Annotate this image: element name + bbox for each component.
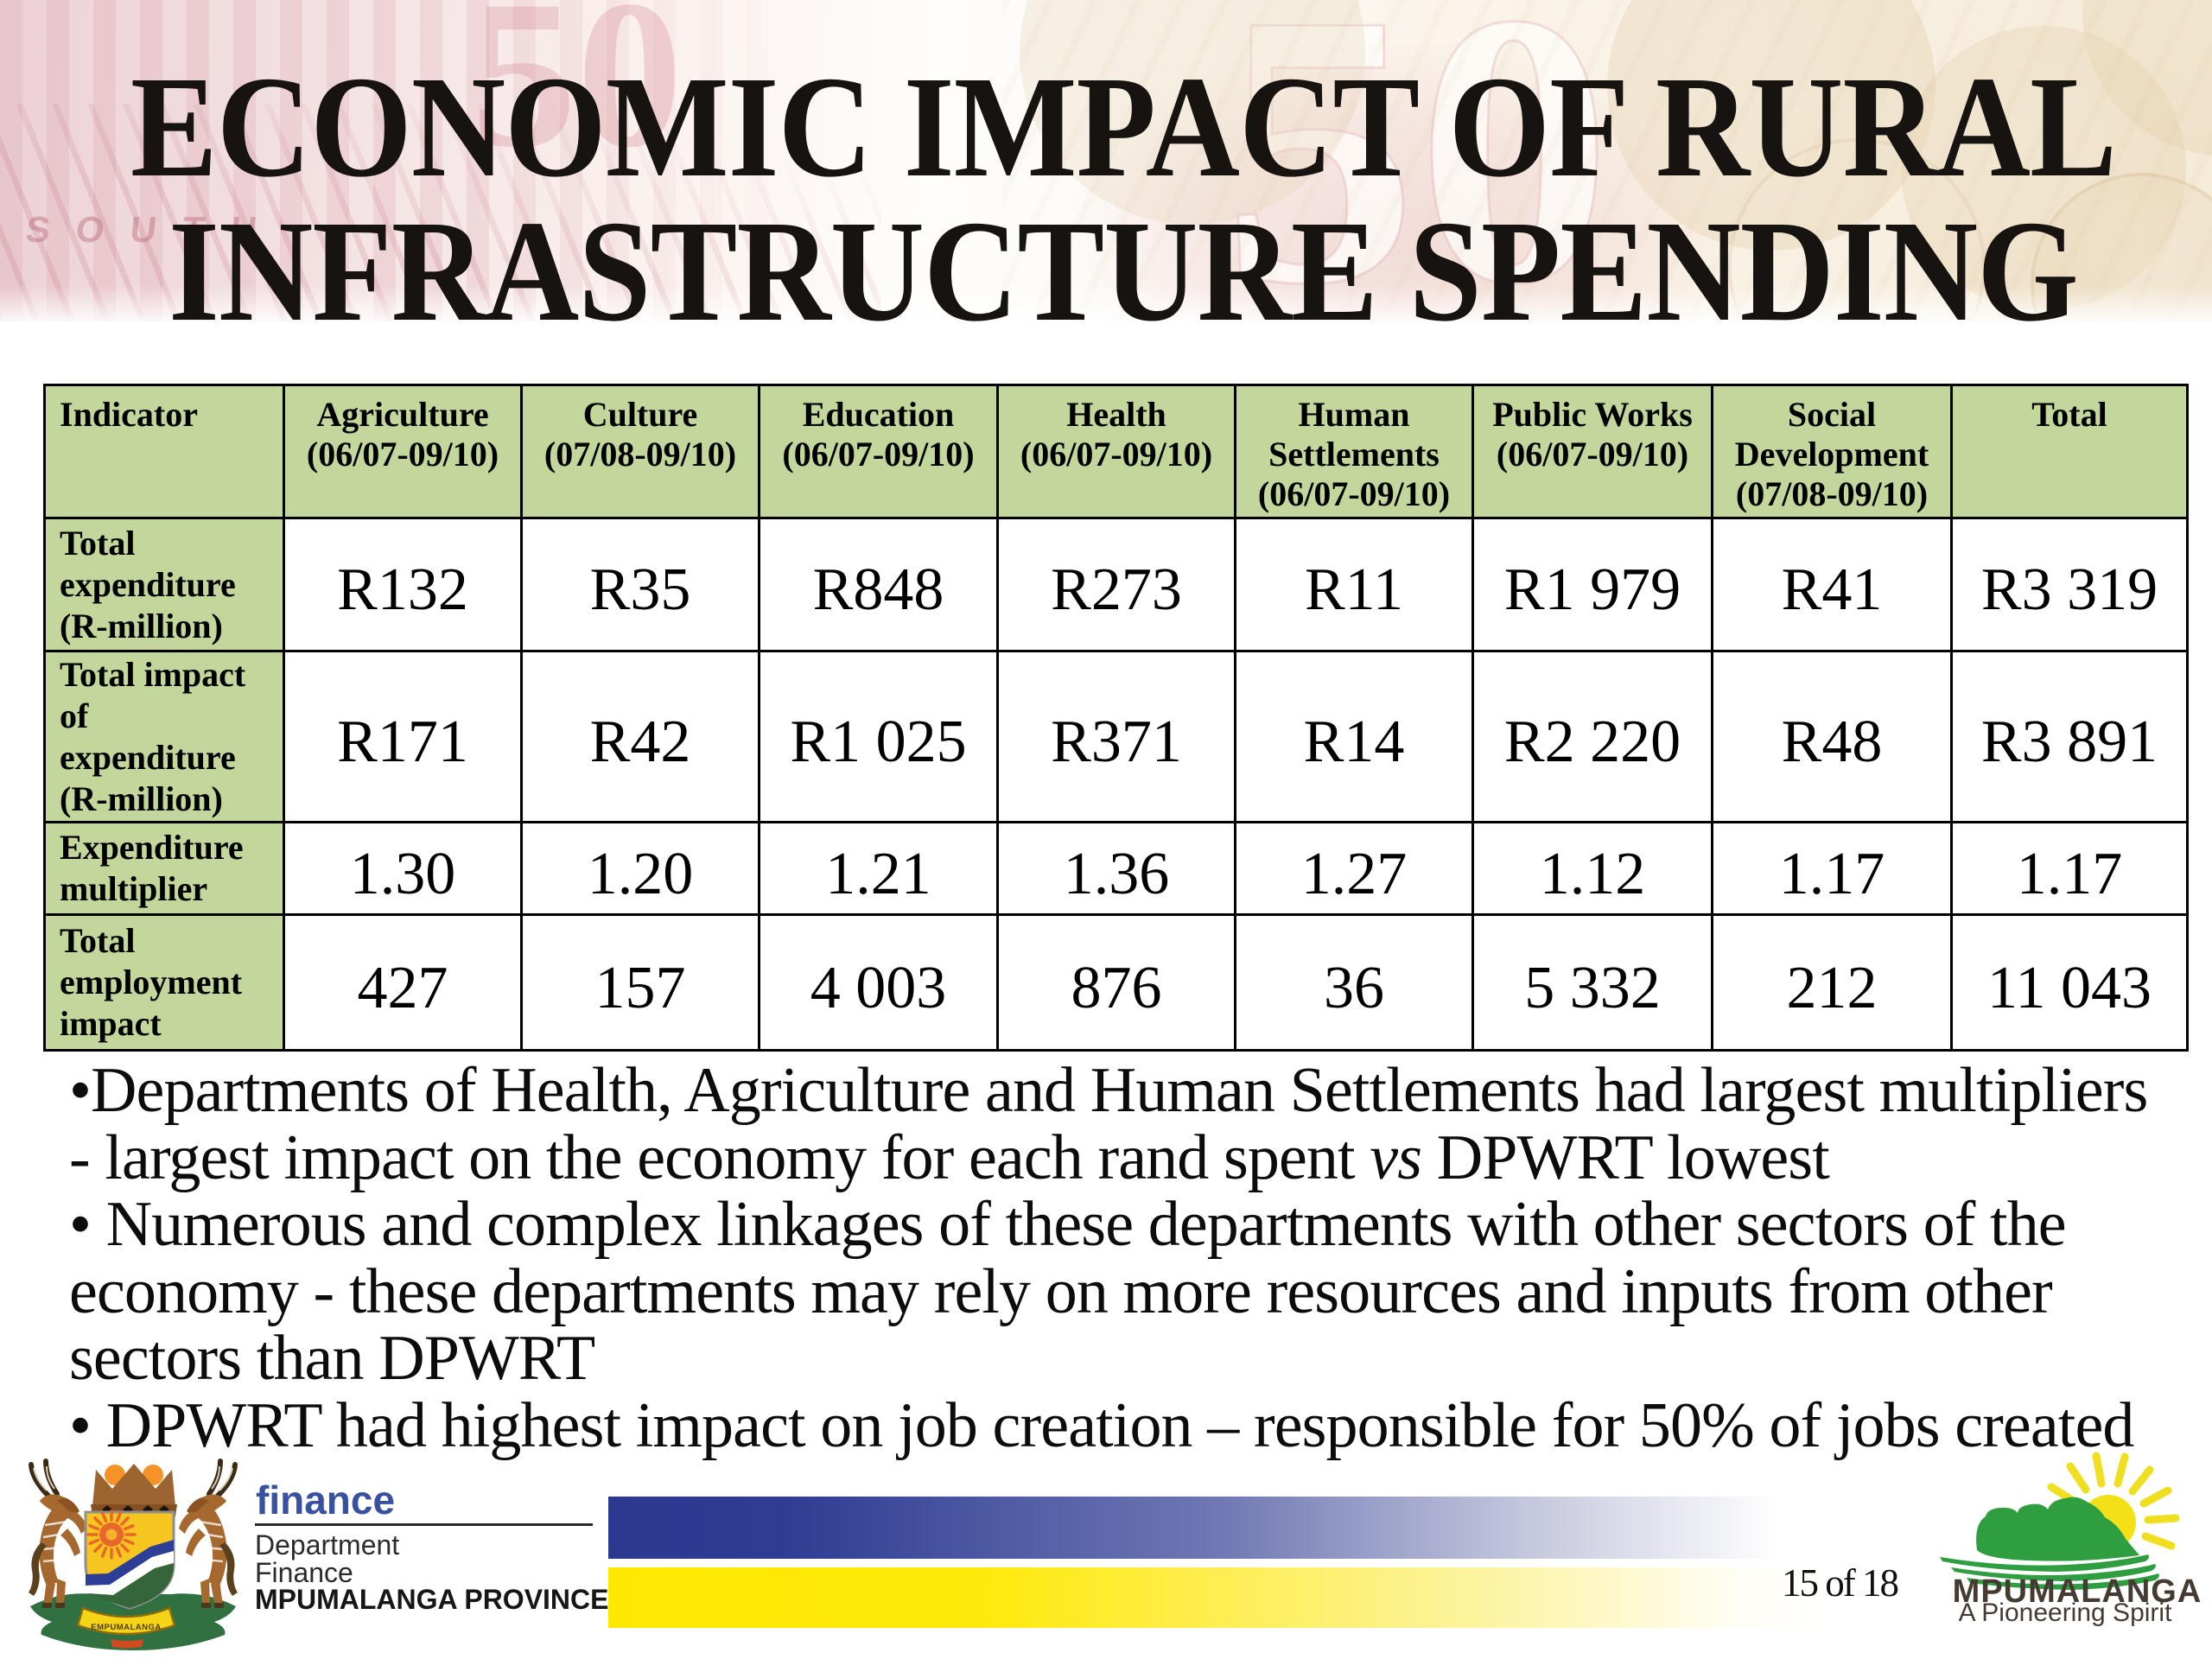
svg-text:MPUMALANGA: MPUMALANGA — [1953, 1573, 2202, 1610]
svg-text:EMPUMALANGA: EMPUMALANGA — [91, 1623, 162, 1632]
svg-text:A Pioneering Spirit: A Pioneering Spirit — [1959, 1599, 2172, 1627]
